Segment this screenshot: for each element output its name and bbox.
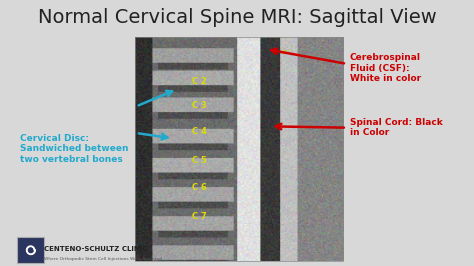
Text: C 7: C 7: [192, 212, 207, 221]
Text: Normal Cervical Spine MRI: Sagittal View: Normal Cervical Spine MRI: Sagittal View: [37, 8, 437, 27]
FancyBboxPatch shape: [17, 237, 45, 263]
Text: CENTENO-SCHULTZ CLINIC: CENTENO-SCHULTZ CLINIC: [45, 246, 148, 252]
Text: MRI: MRI: [281, 50, 290, 55]
Bar: [135, 37, 343, 261]
Text: C 2: C 2: [192, 77, 207, 86]
Text: C 4: C 4: [192, 127, 207, 136]
Text: Cervical Disc:
Sandwiched between
two vertebral bones: Cervical Disc: Sandwiched between two ve…: [20, 134, 128, 164]
Text: Spinal Cord: Black
in Color: Spinal Cord: Black in Color: [350, 118, 443, 137]
Text: C 5: C 5: [192, 156, 207, 165]
Text: C 6: C 6: [192, 183, 207, 192]
Text: Cerebrospinal
Fluid (CSF):
White in color: Cerebrospinal Fluid (CSF): White in colo…: [350, 53, 421, 83]
Text: C 3: C 3: [192, 101, 207, 110]
Text: Where Orthopedic Stem Cell Injections Were Invented: Where Orthopedic Stem Cell Injections We…: [45, 256, 163, 261]
